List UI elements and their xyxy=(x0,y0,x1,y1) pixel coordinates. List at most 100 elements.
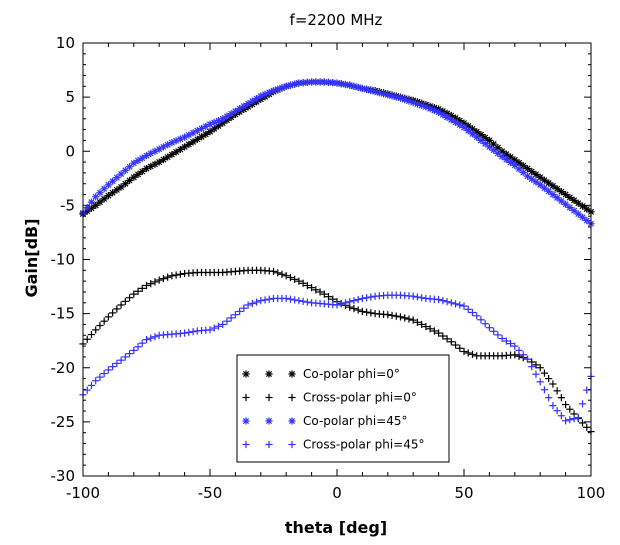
data-point xyxy=(113,359,121,368)
data-point xyxy=(125,294,134,302)
data-point xyxy=(451,341,460,349)
legend-marker xyxy=(288,370,296,378)
data-point xyxy=(134,170,142,178)
legend-marker xyxy=(242,440,250,449)
data-point xyxy=(155,276,163,284)
data-point xyxy=(210,324,218,332)
data-point xyxy=(528,363,536,371)
data-point xyxy=(138,167,146,176)
data-point xyxy=(388,92,396,100)
data-point xyxy=(536,173,544,181)
data-point xyxy=(430,327,438,335)
data-point xyxy=(490,146,498,154)
data-point xyxy=(312,286,320,294)
plot-frame xyxy=(82,42,592,477)
chart-title: f=2200 MHz xyxy=(290,11,383,29)
data-point xyxy=(553,194,561,202)
data-point xyxy=(117,301,125,309)
data-point xyxy=(219,320,227,329)
data-point xyxy=(536,364,544,372)
data-point xyxy=(100,369,108,378)
x-tick-label: 100 xyxy=(577,484,606,502)
data-point xyxy=(473,133,481,141)
data-point xyxy=(528,167,536,176)
data-point xyxy=(92,201,100,209)
data-point xyxy=(350,297,358,305)
data-point xyxy=(574,199,582,207)
data-point xyxy=(413,318,422,326)
legend-marker xyxy=(265,370,273,378)
data-point xyxy=(231,311,239,319)
data-point xyxy=(176,270,184,278)
data-point xyxy=(549,402,557,410)
data-point xyxy=(396,313,405,321)
data-point xyxy=(473,312,481,320)
data-point xyxy=(104,366,112,374)
data-point xyxy=(104,313,112,321)
data-point xyxy=(185,328,193,336)
data-point xyxy=(583,205,591,213)
data-point xyxy=(210,125,218,133)
data-point xyxy=(117,356,125,364)
data-point xyxy=(299,79,307,87)
data-point xyxy=(401,314,409,322)
data-point xyxy=(96,198,104,206)
data-point xyxy=(109,177,117,185)
data-point xyxy=(261,296,269,304)
data-point xyxy=(422,323,430,331)
legend-entry: Co-polar phi=0° xyxy=(242,367,400,381)
data-point xyxy=(557,188,565,196)
data-point xyxy=(130,290,138,298)
y-tick-label: 5 xyxy=(65,88,75,106)
data-point xyxy=(435,295,443,304)
data-point xyxy=(566,416,574,424)
data-point xyxy=(354,83,362,91)
legend-marker xyxy=(288,393,296,402)
series-4 xyxy=(79,291,595,425)
data-point xyxy=(223,317,231,325)
data-point xyxy=(540,369,549,377)
legend-label: Co-polar phi=0° xyxy=(303,367,400,381)
data-point xyxy=(337,300,345,308)
data-point xyxy=(498,334,506,343)
legend-marker xyxy=(265,440,273,449)
data-point xyxy=(536,378,544,386)
data-point xyxy=(578,400,587,408)
data-point xyxy=(109,189,117,197)
data-point xyxy=(553,185,561,193)
data-point xyxy=(121,353,129,361)
legend-marker xyxy=(265,417,273,425)
data-point xyxy=(295,297,303,305)
data-point xyxy=(468,350,477,358)
data-point xyxy=(189,328,197,336)
data-point xyxy=(92,377,100,385)
data-point xyxy=(435,329,443,337)
data-point xyxy=(566,203,574,212)
data-point xyxy=(540,184,549,192)
data-point xyxy=(490,327,498,335)
data-point xyxy=(523,355,532,363)
data-point xyxy=(532,361,540,369)
data-point xyxy=(138,284,146,292)
data-point xyxy=(523,172,532,180)
y-tick-label: -10 xyxy=(51,251,76,269)
data-point xyxy=(367,309,375,317)
data-point xyxy=(578,213,587,221)
data-point xyxy=(574,210,582,218)
legend-marker xyxy=(242,393,250,402)
data-point xyxy=(562,400,570,409)
data-point xyxy=(511,342,519,350)
data-point xyxy=(481,133,489,142)
data-point xyxy=(583,423,591,431)
data-point xyxy=(545,394,553,402)
data-point xyxy=(346,81,354,89)
data-point xyxy=(456,301,464,309)
data-point xyxy=(117,183,125,191)
y-tick-label: 10 xyxy=(56,34,75,52)
data-point xyxy=(151,333,159,341)
y-tick-label: -25 xyxy=(51,413,76,431)
data-point xyxy=(388,311,396,320)
series-2 xyxy=(79,266,595,436)
data-point xyxy=(155,158,163,166)
data-point xyxy=(286,81,295,89)
